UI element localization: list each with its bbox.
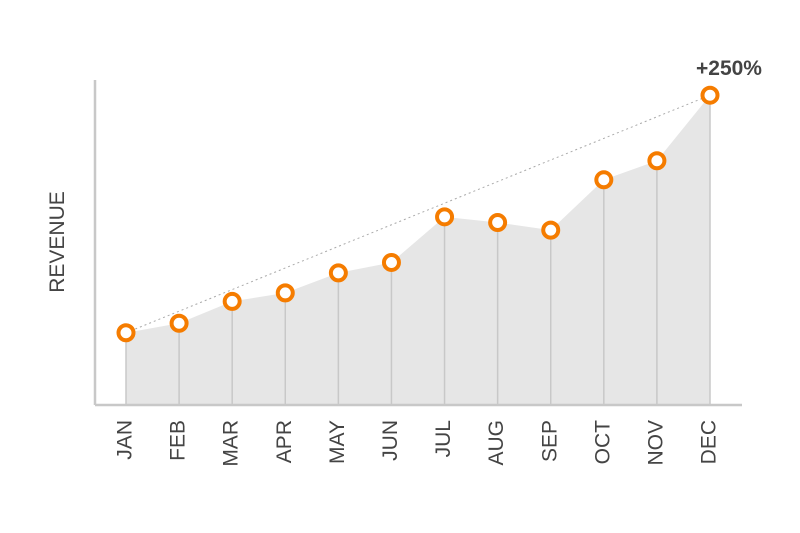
x-tick-label: JUL [432, 420, 455, 457]
point [169, 313, 189, 333]
area [126, 95, 710, 405]
annotation: +250% [696, 57, 762, 80]
x-tick-label: JAN [114, 420, 137, 460]
point [488, 213, 508, 233]
point [116, 323, 136, 343]
point [541, 220, 561, 240]
point [435, 207, 455, 227]
point [594, 170, 614, 190]
x-tick-label: MAY [326, 420, 349, 464]
x-tick-label: MAR [220, 420, 243, 467]
point [381, 252, 401, 272]
x-tick-label: JUN [379, 420, 402, 461]
x-tick-label: NOV [644, 420, 667, 466]
x-tick-label: OCT [591, 420, 614, 465]
point [328, 263, 348, 283]
x-tick-label: FEB [167, 420, 190, 461]
x-tick-label: AUG [485, 420, 508, 466]
trend-line [125, 94, 711, 334]
x-tick-label: SEP [538, 420, 561, 462]
point [647, 151, 667, 171]
point [275, 283, 295, 303]
point [222, 291, 242, 311]
x-tick-label: APR [273, 420, 296, 463]
point [700, 85, 720, 105]
x-tick-label: DEC [698, 420, 721, 464]
y-axis-label: REVENUE [46, 191, 69, 293]
